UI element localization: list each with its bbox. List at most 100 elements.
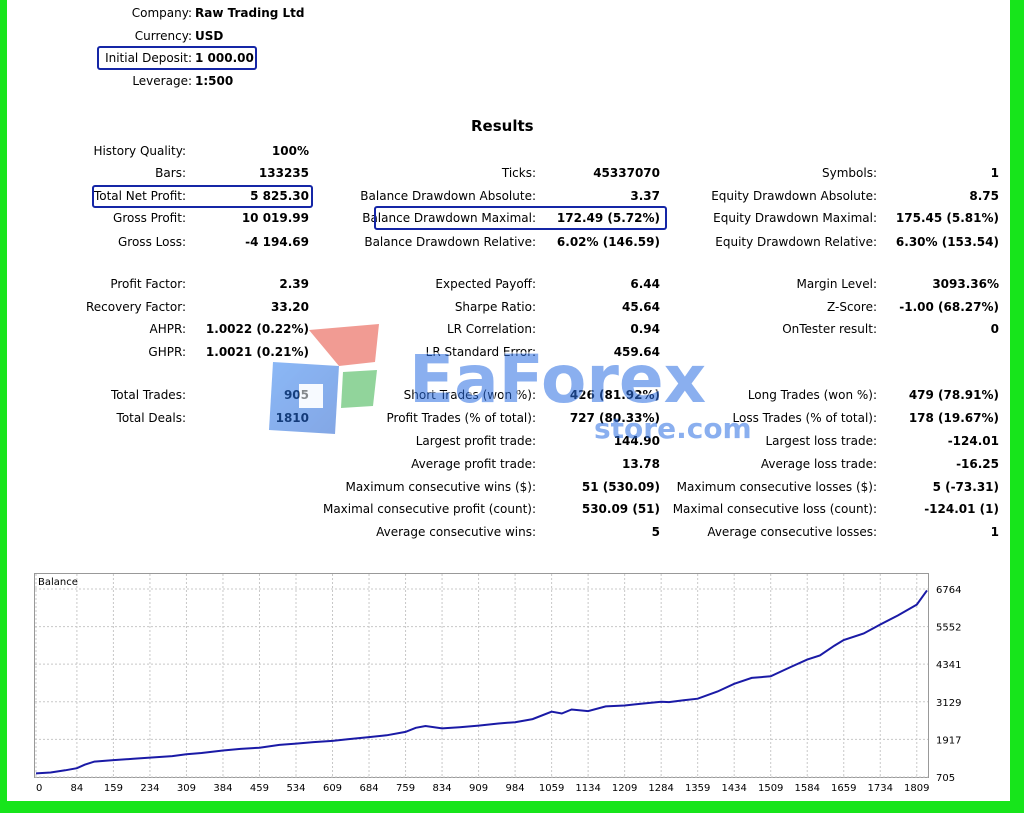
loss-trades-label: Loss Trades (% of total): (732, 411, 878, 425)
watermark-sub: store.com (594, 412, 752, 442)
history-quality-value: 100% (271, 144, 309, 158)
x-tick-label: 384 (213, 783, 232, 794)
lr-correlation-label: LR Correlation: (446, 322, 536, 336)
average-consecutive-wins-label: Average consecutive wins: (376, 525, 536, 539)
results-title: Results (471, 117, 534, 135)
x-tick-label: 1209 (612, 783, 637, 794)
balance-dd-abs-value: 3.37 (630, 189, 660, 203)
average-consecutive-wins-value: 5 (651, 525, 660, 539)
average-consecutive-losses-label: Average consecutive losses: (707, 525, 877, 539)
x-tick-label: 684 (359, 783, 378, 794)
maximal-consecutive-loss-value: -124.01 (1) (924, 502, 999, 516)
total-trades-label: Total Trades: (111, 388, 186, 402)
x-tick-label: 1509 (758, 783, 783, 794)
short-trades-label: Short Trades (won %): (403, 388, 536, 402)
x-tick-label: 1134 (575, 783, 600, 794)
x-tick-label: 1809 (904, 783, 929, 794)
maximal-consecutive-profit-value: 530.09 (51) (581, 502, 660, 516)
average-loss-trade-label: Average loss trade: (760, 457, 877, 471)
max-consecutive-losses-value: 5 (-73.31) (932, 480, 999, 494)
x-tick-label: 159 (104, 783, 123, 794)
balance-dd-max-highlight (374, 206, 667, 230)
leverage-label: Leverage: (132, 74, 192, 88)
ontester-result-value: 0 (990, 322, 999, 336)
largest-profit-trade-value: 144.90 (613, 434, 660, 448)
profit-factor-label: Profit Factor: (110, 277, 186, 291)
equity-dd-rel-value: 6.30% (153.54) (895, 235, 999, 249)
chart-title: Balance (38, 577, 78, 588)
total-net-profit-value: 5 825.30 (250, 189, 309, 203)
gross-profit-value: 10 019.99 (241, 211, 309, 225)
expected-payoff-label: Expected Payoff: (435, 277, 536, 291)
history-quality-label: History Quality: (93, 144, 186, 158)
x-tick-label: 1359 (685, 783, 710, 794)
total-net-profit-label: Total Net Profit: (93, 189, 186, 203)
equity-dd-max-label: Equity Drawdown Maximal: (713, 211, 877, 225)
x-tick-label: 909 (469, 783, 488, 794)
margin-level-value: 3093.36% (932, 277, 999, 291)
y-tick-label: 5552 (936, 623, 961, 634)
balance-dd-abs-label: Balance Drawdown Absolute: (360, 189, 536, 203)
equity-dd-rel-label: Equity Drawdown Relative: (715, 235, 877, 249)
profit-trades-value: 727 (80.33%) (569, 411, 660, 425)
average-consecutive-losses-value: 1 (990, 525, 999, 539)
x-tick-label: 1659 (831, 783, 856, 794)
lr-standard-error-value: 459.64 (613, 345, 660, 359)
equity-dd-abs-label: Equity Drawdown Absolute: (711, 189, 877, 203)
y-tick-label: 1917 (936, 735, 961, 746)
x-tick-label: 1434 (721, 783, 746, 794)
balance-series-line (35, 589, 928, 775)
company-value: Raw Trading Ltd (195, 6, 305, 20)
sharpe-ratio-label: Sharpe Ratio: (454, 300, 536, 314)
x-tick-label: 459 (250, 783, 269, 794)
lr-correlation-value: 0.94 (630, 322, 660, 336)
gross-profit-label: Gross Profit: (113, 211, 186, 225)
profit-trades-label: Profit Trades (% of total): (386, 411, 536, 425)
x-tick-label: 1284 (648, 783, 673, 794)
z-score-value: -1.00 (68.27%) (899, 300, 999, 314)
initial-deposit-label: Initial Deposit: (105, 51, 192, 65)
ahpr-label: AHPR: (149, 322, 186, 336)
x-tick-label: 609 (323, 783, 342, 794)
equity-dd-abs-value: 8.75 (969, 189, 999, 203)
ghpr-value: 1.0021 (0.21%) (205, 345, 309, 359)
symbols-value: 1 (990, 166, 999, 180)
y-tick-labels: 705 1917 3129 4341 5552 6764 (936, 585, 961, 784)
currency-label: Currency: (134, 29, 192, 43)
y-tick-label: 4341 (936, 660, 961, 671)
gross-loss-label: Gross Loss: (118, 235, 186, 249)
watermark-brand: EaForex (409, 341, 706, 418)
ticks-label: Ticks: (501, 166, 536, 180)
largest-loss-trade-label: Largest loss trade: (765, 434, 877, 448)
ontester-result-label: OnTester result: (782, 322, 877, 336)
loss-trades-value: 178 (19.67%) (908, 411, 999, 425)
x-tick-label: 984 (506, 783, 525, 794)
report-panel: Company: Raw Trading Ltd Currency: USD I… (7, 0, 1010, 801)
maximal-consecutive-profit-label: Maximal consecutive profit (count): (322, 502, 536, 516)
bars-label: Bars: (155, 166, 186, 180)
balance-chart: Balance 0 84 159 234 309 384 459 534 609 684 759 83… (34, 573, 961, 794)
x-tick-label: 1584 (794, 783, 819, 794)
recovery-factor-value: 33.20 (271, 300, 309, 314)
currency-value: USD (195, 29, 224, 43)
average-loss-trade-value: -16.25 (956, 457, 999, 471)
x-tick-label: 759 (396, 783, 415, 794)
x-tick-labels: 0 84 159 234 309 384 459 534 609 684 759 834 909 984 1… (36, 783, 930, 794)
balance-dd-max-value: 172.49 (5.72%) (556, 211, 660, 225)
max-consecutive-losses-label: Maximum consecutive losses ($): (676, 480, 877, 494)
x-tick-label: 534 (286, 783, 305, 794)
x-tick-label: 1059 (539, 783, 564, 794)
gross-loss-value: -4 194.69 (245, 235, 309, 249)
chart-grid (35, 574, 928, 778)
chart-plot-area (34, 573, 929, 778)
ahpr-value: 1.0022 (0.22%) (205, 322, 309, 336)
logo-mark-icon (269, 324, 379, 434)
balance-dd-rel-label: Balance Drawdown Relative: (364, 235, 536, 249)
initial-deposit-value: 1 000.00 (195, 51, 254, 65)
short-trades-value: 426 (81.92%) (569, 388, 660, 402)
equity-dd-max-value: 175.45 (5.81%) (895, 211, 999, 225)
z-score-label: Z-Score: (827, 300, 877, 314)
x-tick-label: 1734 (868, 783, 893, 794)
largest-loss-trade-value: -124.01 (947, 434, 999, 448)
x-tick-label: 84 (71, 783, 84, 794)
